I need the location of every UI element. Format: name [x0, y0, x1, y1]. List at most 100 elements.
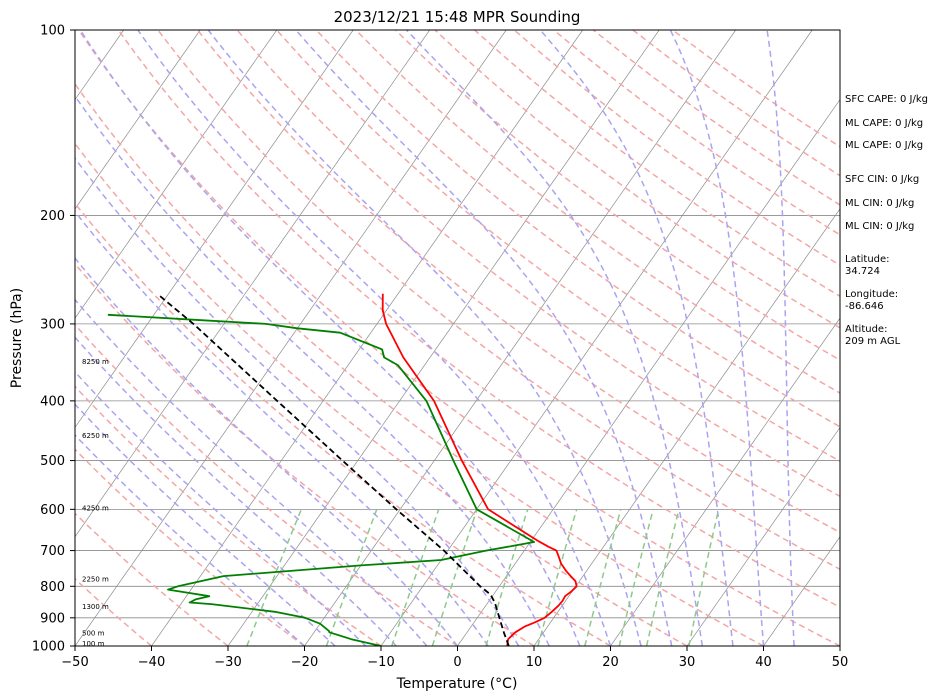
parcel-profile-line — [158, 295, 510, 646]
side-panel: SFC CAPE: 0 J/kg ML CAPE: 0 J/kg ML CAPE… — [845, 94, 928, 347]
height-label: 100 m — [82, 640, 105, 648]
isotherm-line — [75, 30, 354, 429]
isotherm-line — [151, 30, 583, 646]
latitude-value: 34.724 — [845, 266, 880, 277]
x-tick-label: 40 — [755, 655, 772, 670]
mixing-ratio-line — [325, 509, 378, 646]
y-tick-label: 100 — [40, 24, 65, 39]
isotherm-line — [75, 30, 507, 646]
isotherm-line — [75, 30, 430, 538]
dry-adiabat-line — [315, 30, 840, 428]
dry-adiabat-line — [157, 30, 840, 571]
dry-adiabat-line — [75, 448, 305, 646]
mixing-ratio-line — [584, 509, 622, 646]
mixing-ratio-line — [246, 509, 302, 646]
reference-lines — [75, 30, 840, 646]
moist-adiabat-line — [75, 298, 428, 646]
isotherm-line — [610, 317, 840, 646]
dry-adiabat-line — [196, 30, 840, 534]
dry-adiabat-line — [75, 202, 611, 646]
x-tick-label: −20 — [291, 655, 318, 670]
ml-cape-text-2: ML CAPE: 0 J/kg — [845, 140, 923, 151]
moist-adiabat-line — [79, 30, 581, 646]
y-tick-label: 700 — [40, 544, 65, 559]
x-tick-label: 30 — [679, 655, 696, 670]
mixing-ratio-line — [485, 509, 529, 646]
isotherm-line — [380, 30, 813, 646]
sfc-cape-text: SFC CAPE: 0 J/kg — [845, 94, 928, 105]
longitude-label: Longitude: — [845, 289, 898, 300]
y-tick-label: 300 — [40, 317, 65, 332]
y-tick-label: 400 — [40, 394, 65, 409]
mixing-ratio-line — [618, 509, 654, 646]
moist-adiabat-line — [539, 30, 734, 646]
sounding-profiles — [107, 293, 578, 646]
dry-adiabat-line — [75, 82, 764, 646]
longitude-value: -86.646 — [845, 301, 884, 312]
x-tick-label: 10 — [526, 655, 543, 670]
height-label: 1300 m — [82, 603, 109, 611]
y-axis-ticks: 100 200 300 400 500 600 700 800 900 1000 — [32, 24, 75, 655]
mixing-ratio-line — [645, 509, 680, 646]
moist-adiabat-line — [137, 30, 612, 646]
x-axis-ticks: −50 −40 −30 −20 −10 0 10 20 30 40 50 — [61, 646, 848, 670]
moist-adiabat-line — [75, 370, 367, 646]
x-tick-label: −10 — [367, 655, 394, 670]
mixing-ratio-line — [431, 509, 478, 646]
isotherm-line — [227, 30, 660, 646]
dry-adiabat-line — [474, 30, 840, 298]
isotherm-line — [686, 426, 840, 646]
moist-adiabat-line — [766, 30, 795, 646]
y-tick-label: 800 — [40, 580, 65, 595]
dry-adiabat-line — [355, 30, 840, 394]
moist-adiabat-line — [405, 30, 704, 646]
x-tick-label: 50 — [832, 655, 849, 670]
mixing-ratio-line — [688, 509, 720, 646]
x-axis-label: Temperature (°C) — [396, 676, 518, 692]
moist-adiabat-line — [669, 30, 765, 646]
moist-adiabat-line — [75, 433, 305, 646]
latitude-label: Latitude: — [845, 254, 890, 265]
y-tick-label: 900 — [40, 611, 65, 626]
moist-adiabat-line — [75, 157, 520, 646]
moist-adiabat-line — [75, 257, 459, 646]
temperature-profile-line — [381, 293, 578, 646]
isotherm-line — [763, 536, 840, 646]
dry-adiabat-line — [75, 142, 688, 646]
x-tick-label: 20 — [602, 655, 619, 670]
dry-adiabat-line — [434, 30, 840, 329]
altitude-label: Altitude: — [845, 324, 887, 335]
ml-cin-text: ML CIN: 0 J/kg — [845, 198, 914, 209]
height-label: 500 m — [82, 629, 105, 637]
dry-adiabat-line — [236, 30, 840, 498]
height-labels: 8250 m 6250 m 4250 m 2250 m 1300 m 500 m 100 m — [82, 358, 109, 648]
ml-cape-text: ML CAPE: 0 J/kg — [845, 118, 923, 129]
dry-adiabat-line — [117, 30, 840, 608]
y-tick-label: 200 — [40, 209, 65, 224]
moist-adiabat-line — [295, 30, 673, 646]
sfc-cin-text: SFC CIN: 0 J/kg — [845, 174, 919, 185]
height-label: 2250 m — [82, 575, 109, 583]
dry-adiabat-line — [75, 262, 535, 646]
height-label: 4250 m — [82, 505, 109, 513]
dry-adiabat-line — [276, 30, 840, 463]
chart-title: 2023/12/21 15:48 MPR Sounding — [334, 8, 581, 26]
moist-adiabat-line — [75, 94, 550, 646]
x-tick-label: −40 — [138, 655, 165, 670]
isotherm-line — [304, 30, 736, 646]
y-tick-label: 600 — [40, 503, 65, 518]
y-axis-label: Pressure (hPa) — [9, 288, 25, 388]
moist-adiabat-line — [75, 403, 336, 646]
x-tick-label: −30 — [214, 655, 241, 670]
isotherm-line — [75, 30, 277, 319]
dry-adiabat-line — [78, 30, 840, 646]
moist-adiabat-line — [75, 336, 397, 646]
isotherm-line — [533, 208, 840, 646]
moist-adiabat-line — [75, 210, 489, 646]
isotherm-line — [75, 30, 201, 210]
ml-cin-text-2: ML CIN: 0 J/kg — [845, 221, 914, 232]
altitude-value: 209 m AGL — [845, 336, 901, 347]
height-label: 6250 m — [82, 432, 109, 440]
